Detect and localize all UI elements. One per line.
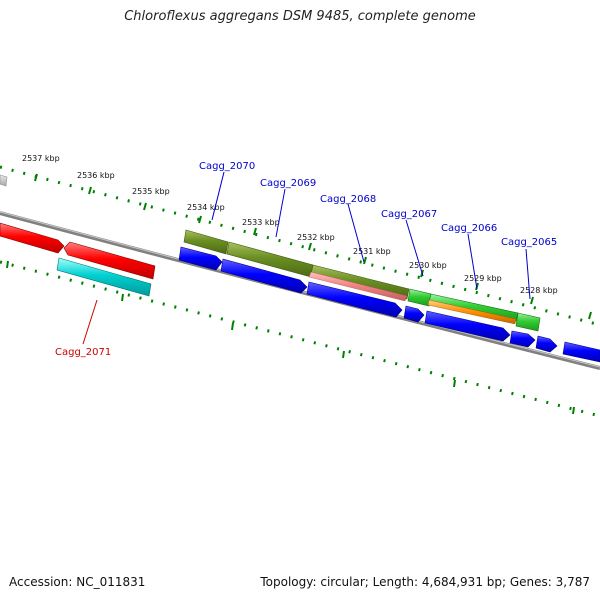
gene-label-cagg-2066[interactable]: Cagg_2066 xyxy=(441,223,497,234)
gene-feature-red[interactable] xyxy=(0,222,65,254)
gene-feature-blue[interactable] xyxy=(220,258,308,294)
gene-feature-olive[interactable] xyxy=(183,229,229,255)
genome-summary-text: Topology: circular; Length: 4,684,931 bp… xyxy=(260,575,590,589)
gene-feature-orange[interactable] xyxy=(427,299,517,325)
gene-feature-gray[interactable] xyxy=(0,174,8,187)
scale-label: 2532 kbp xyxy=(297,233,335,242)
accession-text: Accession: NC_011831 xyxy=(9,575,146,589)
gene-feature-blue[interactable] xyxy=(424,310,511,342)
outer-tick-ring xyxy=(0,165,600,327)
gene-feature-blue[interactable] xyxy=(509,330,536,348)
map-title: Chloroflexus aggregans DSM 9485, complet… xyxy=(124,9,476,24)
inner-tick-ring xyxy=(0,260,600,418)
gene-feature-cyan[interactable] xyxy=(56,257,152,297)
gene-feature-blue[interactable] xyxy=(306,281,403,318)
scale-label: 2533 kbp xyxy=(242,218,280,227)
inner-major-ticks xyxy=(6,260,575,415)
gene-feature-blue[interactable] xyxy=(178,246,223,271)
scale-label: 2534 kbp xyxy=(187,203,225,212)
gene-feature-blue[interactable] xyxy=(562,341,600,363)
scale-label: 2528 kbp xyxy=(520,286,558,295)
gene-label-cagg-2068[interactable]: Cagg_2068 xyxy=(320,194,376,205)
scale-label: 2530 kbp xyxy=(409,261,447,270)
gene-feature-green[interactable] xyxy=(515,312,541,332)
gene-label-cagg-2069[interactable]: Cagg_2069 xyxy=(260,178,316,189)
gene-feature-red[interactable] xyxy=(63,241,156,280)
scale-label: 2537 kbp xyxy=(22,154,60,163)
gene-feature-green[interactable] xyxy=(428,293,519,322)
scale-label: 2536 kbp xyxy=(77,171,115,180)
gene-label-cagg-2071[interactable]: Cagg_2071 xyxy=(55,347,111,358)
gene-label-cagg-2070[interactable]: Cagg_2070 xyxy=(199,161,255,172)
scale-label: 2531 kbp xyxy=(353,247,391,256)
gene-feature-green[interactable] xyxy=(407,288,432,307)
gene-label-cagg-2065[interactable]: Cagg_2065 xyxy=(501,237,557,248)
label-leader-line-red xyxy=(82,299,98,345)
label-leader-lines xyxy=(211,171,531,300)
gene-feature-pink[interactable] xyxy=(308,271,408,302)
scale-label: 2529 kbp xyxy=(464,274,502,283)
scale-label: 2535 kbp xyxy=(132,187,170,196)
gene-feature-blue[interactable] xyxy=(535,335,558,353)
gene-feature-blue[interactable] xyxy=(403,305,425,323)
gene-label-cagg-2067[interactable]: Cagg_2067 xyxy=(381,209,437,220)
